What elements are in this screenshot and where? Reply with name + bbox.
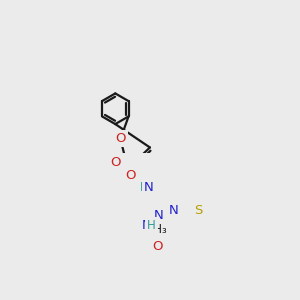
Text: O: O xyxy=(125,169,136,182)
Text: N: N xyxy=(154,208,164,222)
Text: H: H xyxy=(147,219,156,232)
Text: N: N xyxy=(142,219,152,232)
Text: O: O xyxy=(110,156,121,170)
Text: H: H xyxy=(140,181,149,194)
Text: S: S xyxy=(195,204,203,217)
Text: O: O xyxy=(115,133,126,146)
Text: N: N xyxy=(144,181,154,194)
Text: CH₃: CH₃ xyxy=(146,223,168,236)
Text: N: N xyxy=(169,204,178,217)
Text: O: O xyxy=(152,240,162,253)
